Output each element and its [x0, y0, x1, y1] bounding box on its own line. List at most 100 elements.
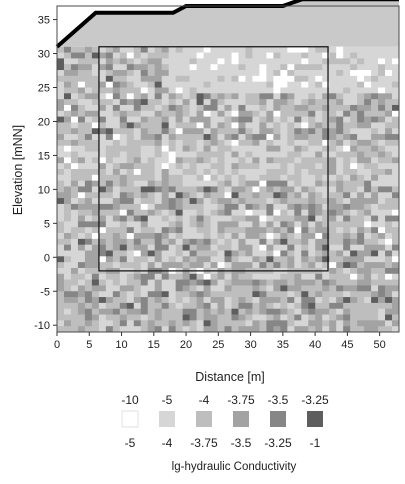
- heatmap-cell: [133, 139, 142, 147]
- heatmap-cell: [189, 110, 197, 118]
- heatmap-cell: [378, 250, 386, 257]
- heatmap-cell: [224, 81, 232, 88]
- heatmap-cell: [161, 326, 170, 333]
- heatmap-cell: [364, 250, 372, 257]
- heatmap-cell: [70, 262, 79, 269]
- heatmap-cell: [224, 297, 232, 304]
- heatmap-cell: [343, 291, 351, 298]
- heatmap-cell: [385, 46, 393, 53]
- heatmap-cell: [308, 262, 316, 269]
- heatmap-cell: [126, 87, 135, 94]
- heatmap-cell: [231, 110, 239, 118]
- heatmap-cell: [63, 145, 72, 152]
- heatmap-cell: [315, 221, 323, 228]
- heatmap-cell: [105, 134, 114, 141]
- heatmap-cell: [196, 99, 204, 106]
- heatmap-cell: [245, 291, 253, 298]
- heatmap-cell: [315, 104, 323, 112]
- heatmap-cell: [273, 151, 281, 158]
- heatmap-cell: [98, 180, 107, 187]
- heatmap-cell: [378, 46, 386, 53]
- heatmap-cell: [392, 302, 400, 310]
- heatmap-cell: [175, 151, 184, 158]
- heatmap-cell: [217, 139, 225, 147]
- heatmap-cell: [266, 134, 274, 141]
- heatmap-cell: [70, 209, 79, 216]
- heatmap-cell: [119, 163, 128, 170]
- heatmap-cell: [287, 186, 295, 193]
- heatmap-cell: [252, 273, 260, 281]
- heatmap-cell: [70, 221, 79, 228]
- heatmap-cell: [350, 174, 358, 182]
- heatmap-cell: [161, 122, 170, 129]
- heatmap-cell: [385, 320, 393, 327]
- heatmap-cell: [105, 308, 114, 315]
- heatmap-cell: [147, 297, 156, 304]
- heatmap-cell: [238, 104, 246, 112]
- heatmap-cell: [252, 308, 260, 315]
- heatmap-cell: [252, 314, 260, 321]
- heatmap-cell: [161, 221, 170, 228]
- heatmap-cell: [308, 104, 316, 112]
- heatmap-cell: [126, 81, 135, 88]
- heatmap-cell: [238, 233, 246, 240]
- heatmap-cell: [357, 279, 365, 286]
- heatmap-cell: [322, 110, 330, 118]
- heatmap-cell: [301, 279, 309, 286]
- heatmap-cell: [175, 326, 184, 333]
- heatmap-cell: [217, 70, 225, 77]
- heatmap-cell: [364, 326, 372, 333]
- heatmap-cell: [364, 180, 372, 187]
- heatmap-cell: [280, 238, 288, 246]
- heatmap-cell: [350, 169, 358, 176]
- heatmap-cell: [112, 326, 121, 333]
- heatmap-cell: [294, 163, 302, 170]
- heatmap-cell: [357, 104, 365, 112]
- heatmap-cell: [224, 145, 232, 152]
- heatmap-cell: [98, 110, 107, 118]
- heatmap-cell: [196, 75, 204, 83]
- y-axis-title: Elevation [mNN]: [11, 125, 25, 215]
- heatmap-cell: [77, 209, 86, 216]
- heatmap-cell: [343, 238, 351, 246]
- heatmap-cell: [238, 256, 246, 263]
- heatmap-cell: [329, 279, 337, 286]
- heatmap-cell: [259, 227, 267, 234]
- heatmap-cell: [259, 297, 267, 304]
- heatmap-cell: [280, 198, 288, 205]
- heatmap-cell: [245, 163, 253, 170]
- heatmap-cell: [112, 186, 121, 193]
- heatmap-cell: [238, 145, 246, 152]
- heatmap-cell: [287, 262, 295, 269]
- heatmap-cell: [57, 52, 65, 59]
- heatmap-cell: [364, 302, 372, 310]
- heatmap-cell: [357, 285, 365, 292]
- heatmap-cell: [224, 75, 232, 83]
- heatmap-cell: [385, 87, 393, 94]
- heatmap-cell: [287, 279, 295, 286]
- heatmap-cell: [133, 297, 142, 304]
- heatmap-cell: [273, 314, 281, 321]
- heatmap-cell: [77, 186, 86, 193]
- heatmap-cell: [182, 128, 191, 135]
- heatmap-cell: [189, 227, 197, 234]
- heatmap-cell: [210, 320, 218, 327]
- heatmap-cell: [259, 122, 267, 129]
- heatmap-cell: [217, 244, 225, 251]
- heatmap-cell: [147, 145, 156, 152]
- heatmap-cell: [217, 192, 225, 199]
- heatmap-cell: [357, 238, 365, 246]
- heatmap-cell: [343, 122, 351, 129]
- heatmap-cell: [210, 139, 218, 147]
- heatmap-cell: [301, 145, 309, 152]
- legend-swatch: [307, 411, 323, 427]
- heatmap-cell: [392, 198, 400, 205]
- heatmap-cell: [308, 157, 316, 164]
- heatmap-cell: [252, 326, 260, 333]
- heatmap-cell: [84, 93, 93, 100]
- heatmap-cell: [154, 256, 163, 263]
- heatmap-cell: [140, 273, 149, 281]
- heatmap-cell: [378, 134, 386, 141]
- heatmap-cell: [105, 128, 114, 135]
- heatmap-cell: [168, 285, 177, 292]
